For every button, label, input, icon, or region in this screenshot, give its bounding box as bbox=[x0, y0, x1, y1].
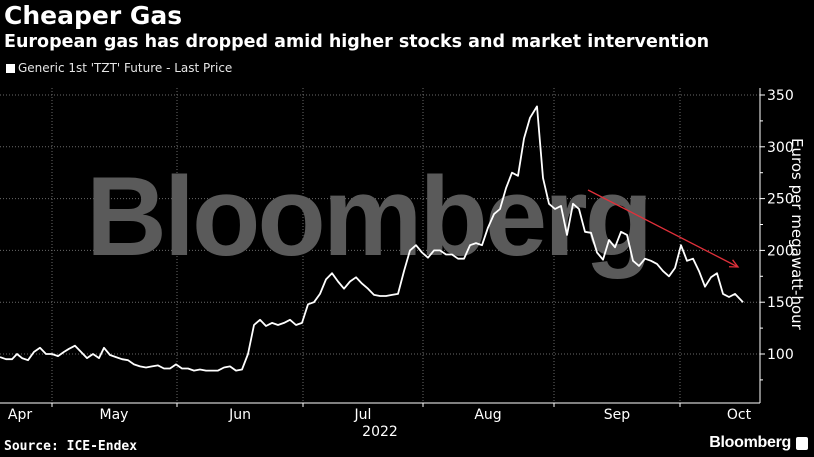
chart-subtitle: European gas has dropped amid higher sto… bbox=[4, 32, 710, 52]
x-tick-label: Apr bbox=[8, 407, 32, 423]
y-tick-label: 350 bbox=[767, 88, 794, 104]
chart-title: Cheaper Gas bbox=[4, 1, 183, 30]
trend-arrow-annotation bbox=[587, 189, 740, 268]
y-tick-label: 150 bbox=[767, 295, 794, 311]
x-year-label: 2022 bbox=[362, 424, 398, 440]
bloomberg-brand: Bloomberg bbox=[709, 434, 808, 452]
x-tick-label: May bbox=[100, 407, 129, 423]
gridlines bbox=[0, 88, 760, 403]
price-line bbox=[0, 105, 744, 372]
y-tick-label: 200 bbox=[767, 243, 794, 259]
y-axis-label: Euros per megawatt-hour bbox=[788, 138, 806, 331]
y-tick-label: 250 bbox=[767, 192, 794, 208]
chart-legend: Generic 1st 'TZT' Future - Last Price bbox=[6, 61, 232, 75]
x-tick-label: Jun bbox=[228, 407, 251, 423]
y-tick-label: 100 bbox=[767, 347, 794, 363]
bloomberg-terminal-icon bbox=[796, 436, 808, 450]
x-tick-label: Sep bbox=[604, 407, 631, 423]
x-tick-label: Oct bbox=[727, 407, 752, 423]
legend-swatch-icon bbox=[6, 63, 15, 73]
axes: 100 150 200 250 300 350 Apr May Jun Jul Aug Sep Oct 2… bbox=[0, 88, 794, 440]
legend-label: Generic 1st 'TZT' Future - Last Price bbox=[18, 61, 233, 75]
bloomberg-watermark: Bloomberg bbox=[86, 154, 650, 279]
x-tick-label: Jul bbox=[354, 407, 372, 423]
x-tick-label: Aug bbox=[474, 407, 501, 423]
y-tick-label: 300 bbox=[767, 140, 794, 156]
brand-name: Bloomberg bbox=[709, 434, 791, 451]
source-note: Source: ICE-Endex bbox=[4, 439, 138, 454]
